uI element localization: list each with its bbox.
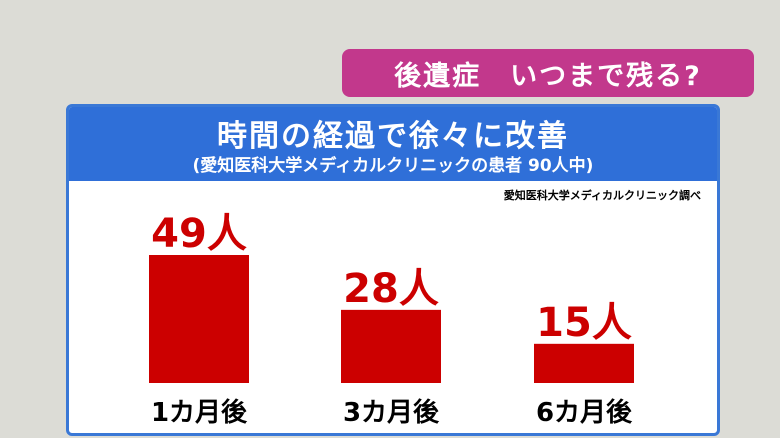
topic-banner-text: 後遺症 いつまで残る?	[394, 60, 702, 92]
topic-banner: 後遺症 いつまで残る?	[342, 49, 754, 97]
source-note: 愛知医科大学メディカルクリニック調べ	[503, 189, 701, 202]
value-label-1: 49人	[151, 211, 247, 257]
bar-3	[534, 343, 634, 383]
value-label-3: 15人	[536, 300, 632, 346]
bar-chart: 49人 1カ月後 28人 3カ月後 15人 6カ月後	[149, 211, 634, 428]
chart-panel: 時間の経過で徐々に改善 (愛知医科大学メディカルクリニックの患者 90人中) 愛…	[66, 104, 720, 436]
chart-title: 時間の経過で徐々に改善	[217, 119, 569, 154]
panel-header: 時間の経過で徐々に改善 (愛知医科大学メディカルクリニックの患者 90人中)	[69, 107, 717, 181]
category-label-1: 1カ月後	[151, 397, 248, 428]
category-label-3: 6カ月後	[536, 397, 633, 428]
bar-1	[149, 255, 249, 383]
chart-subtitle: (愛知医科大学メディカルクリニックの患者 90人中)	[192, 156, 594, 176]
category-label-2: 3カ月後	[343, 397, 440, 428]
bar-2	[341, 309, 441, 383]
value-label-2: 28人	[343, 266, 439, 312]
